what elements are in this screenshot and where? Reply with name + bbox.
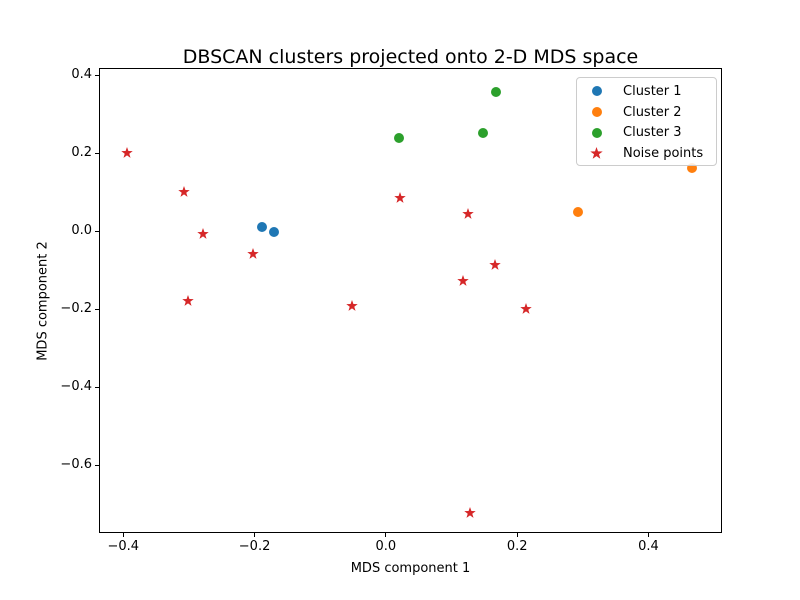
circle-marker-icon bbox=[589, 107, 604, 118]
point-noise-points bbox=[345, 298, 359, 317]
y-tick-mark bbox=[95, 230, 99, 232]
circle-marker-icon bbox=[589, 86, 604, 97]
point-noise-points bbox=[488, 257, 502, 276]
point-noise-points bbox=[196, 226, 210, 245]
y-tick-mark bbox=[95, 308, 99, 310]
y-tick-mark bbox=[95, 386, 99, 388]
point-cluster-2 bbox=[572, 207, 583, 218]
y-tick-label: 0.2 bbox=[71, 145, 92, 161]
point-noise-points bbox=[181, 293, 195, 312]
x-tick-mark bbox=[385, 533, 387, 537]
point-cluster-1 bbox=[257, 221, 268, 232]
x-tick-label: 0.2 bbox=[506, 539, 528, 554]
y-tick-label: −0.6 bbox=[60, 457, 92, 473]
point-cluster-1 bbox=[269, 227, 280, 238]
point-noise-points bbox=[120, 145, 134, 164]
circle-marker-icon bbox=[589, 127, 604, 138]
point-cluster-2 bbox=[686, 163, 697, 174]
y-tick-mark bbox=[95, 152, 99, 154]
point-noise-points bbox=[519, 301, 533, 320]
point-cluster-3 bbox=[394, 132, 404, 143]
legend-entry-cluster-3: Cluster 3 bbox=[577, 123, 716, 144]
x-tick-label: −0.4 bbox=[107, 539, 140, 554]
legend-entry-cluster-1: Cluster 1 bbox=[577, 81, 716, 102]
x-tick-mark bbox=[516, 533, 518, 537]
y-tick-label: 0.4 bbox=[71, 67, 92, 83]
y-tick-label: −0.2 bbox=[60, 301, 92, 317]
point-noise-points bbox=[456, 273, 470, 292]
x-tick-label: 0.4 bbox=[638, 539, 659, 554]
y-tick-mark bbox=[95, 464, 99, 466]
x-tick-mark bbox=[254, 533, 256, 537]
legend-label: Cluster 3 bbox=[623, 125, 682, 141]
legend-label: Cluster 2 bbox=[623, 104, 682, 120]
star-marker-icon bbox=[589, 146, 604, 161]
y-tick-label: 0.0 bbox=[71, 223, 92, 239]
y-axis-label: MDS component 2 bbox=[35, 241, 51, 361]
legend: Cluster 1 Cluster 2 Cluster 3 Noise poin… bbox=[576, 77, 717, 166]
point-noise-points bbox=[393, 190, 407, 209]
point-cluster-3 bbox=[478, 127, 489, 138]
legend-entry-noise-points: Noise points bbox=[577, 143, 716, 164]
y-tick-mark bbox=[95, 74, 99, 76]
x-tick-label: −0.2 bbox=[238, 539, 271, 554]
x-tick-mark bbox=[647, 533, 649, 537]
legend-label: Noise points bbox=[623, 146, 704, 162]
point-cluster-3 bbox=[491, 87, 502, 98]
x-axis-label: MDS component 1 bbox=[350, 561, 471, 576]
point-noise-points bbox=[461, 206, 475, 225]
point-noise-points bbox=[463, 505, 477, 524]
legend-entry-cluster-2: Cluster 2 bbox=[577, 102, 716, 123]
y-tick-label: −0.4 bbox=[60, 379, 92, 395]
legend-label: Cluster 1 bbox=[623, 83, 682, 99]
x-tick-label: 0.0 bbox=[375, 539, 397, 554]
point-noise-points bbox=[246, 246, 260, 265]
x-tick-mark bbox=[122, 533, 124, 537]
chart-title: DBSCAN clusters projected onto 2-D MDS s… bbox=[182, 46, 639, 68]
point-noise-points bbox=[177, 184, 191, 203]
